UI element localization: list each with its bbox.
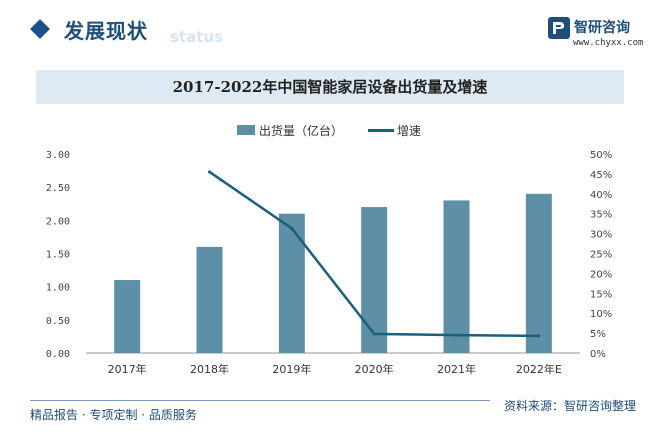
- x-tick-label: 2017年: [108, 362, 147, 376]
- y-right-tick-label: 20%: [590, 269, 612, 280]
- bar: [361, 207, 388, 353]
- y-left-tick-label: 0.50: [46, 316, 70, 327]
- y-right-tick-label: 40%: [590, 190, 612, 201]
- x-tick-label: 2021年: [437, 362, 476, 376]
- section-title: 发展现状: [64, 19, 148, 43]
- growth-point: [372, 332, 376, 336]
- legend-bar-swatch: [237, 125, 255, 135]
- bar: [443, 200, 470, 353]
- y-right-tick-label: 15%: [590, 289, 612, 300]
- x-tick-label: 2018年: [190, 362, 229, 376]
- bar: [196, 246, 223, 353]
- y-right-tick-label: 10%: [590, 309, 612, 320]
- x-tick-label: 2020年: [355, 362, 394, 376]
- footer-slogan: 精品报告 · 专项定制 · 品质服务: [30, 408, 197, 422]
- x-tick-label: 2022年E: [516, 362, 562, 376]
- y-right-tick-label: 0%: [590, 349, 606, 360]
- y-left-tick-label: 2.50: [46, 183, 70, 194]
- bar: [114, 280, 141, 353]
- footer-divider: [30, 400, 490, 401]
- legend-line-label: 增速: [397, 124, 422, 138]
- bar: [278, 213, 305, 353]
- y-right-tick-label: 25%: [590, 250, 612, 261]
- brand-url: www.chyxx.com: [573, 38, 644, 48]
- legend: 出货量（亿台） 增速: [0, 122, 660, 138]
- chart-title: 2017-2022年中国智能家居设备出货量及增速: [172, 78, 488, 96]
- section-subtitle: status: [170, 28, 223, 46]
- legend-bar-label: 出货量（亿台）: [259, 124, 344, 138]
- x-tick-label: 2019年: [272, 362, 311, 376]
- y-right-tick-label: 35%: [590, 210, 612, 221]
- y-left-tick-label: 3.00: [46, 150, 70, 161]
- source-note: 资料来源：智研咨询整理: [504, 399, 637, 413]
- legend-line-swatch: [368, 129, 394, 132]
- y-left-tick-label: 1.00: [46, 283, 70, 294]
- header: 发展现状 status 智研咨询 www.chyxx.com: [0, 0, 660, 62]
- bar: [525, 193, 552, 353]
- growth-point: [208, 170, 211, 174]
- brand-logo-icon: [548, 17, 570, 39]
- growth-point: [537, 334, 541, 338]
- y-right-tick-label: 5%: [590, 329, 606, 340]
- chart-title-bar: 2017-2022年中国智能家居设备出货量及增速: [36, 70, 624, 104]
- y-right-tick-label: 45%: [590, 170, 612, 181]
- y-left-tick-label: 0.00: [46, 349, 70, 360]
- y-left-tick-label: 2.00: [46, 216, 70, 227]
- y-left-tick-label: 1.50: [46, 250, 70, 261]
- brand-name: 智研咨询: [574, 20, 630, 36]
- y-right-tick-label: 50%: [590, 150, 612, 161]
- growth-point: [290, 226, 294, 230]
- growth-point: [455, 333, 458, 337]
- y-right-tick-label: 30%: [590, 230, 612, 241]
